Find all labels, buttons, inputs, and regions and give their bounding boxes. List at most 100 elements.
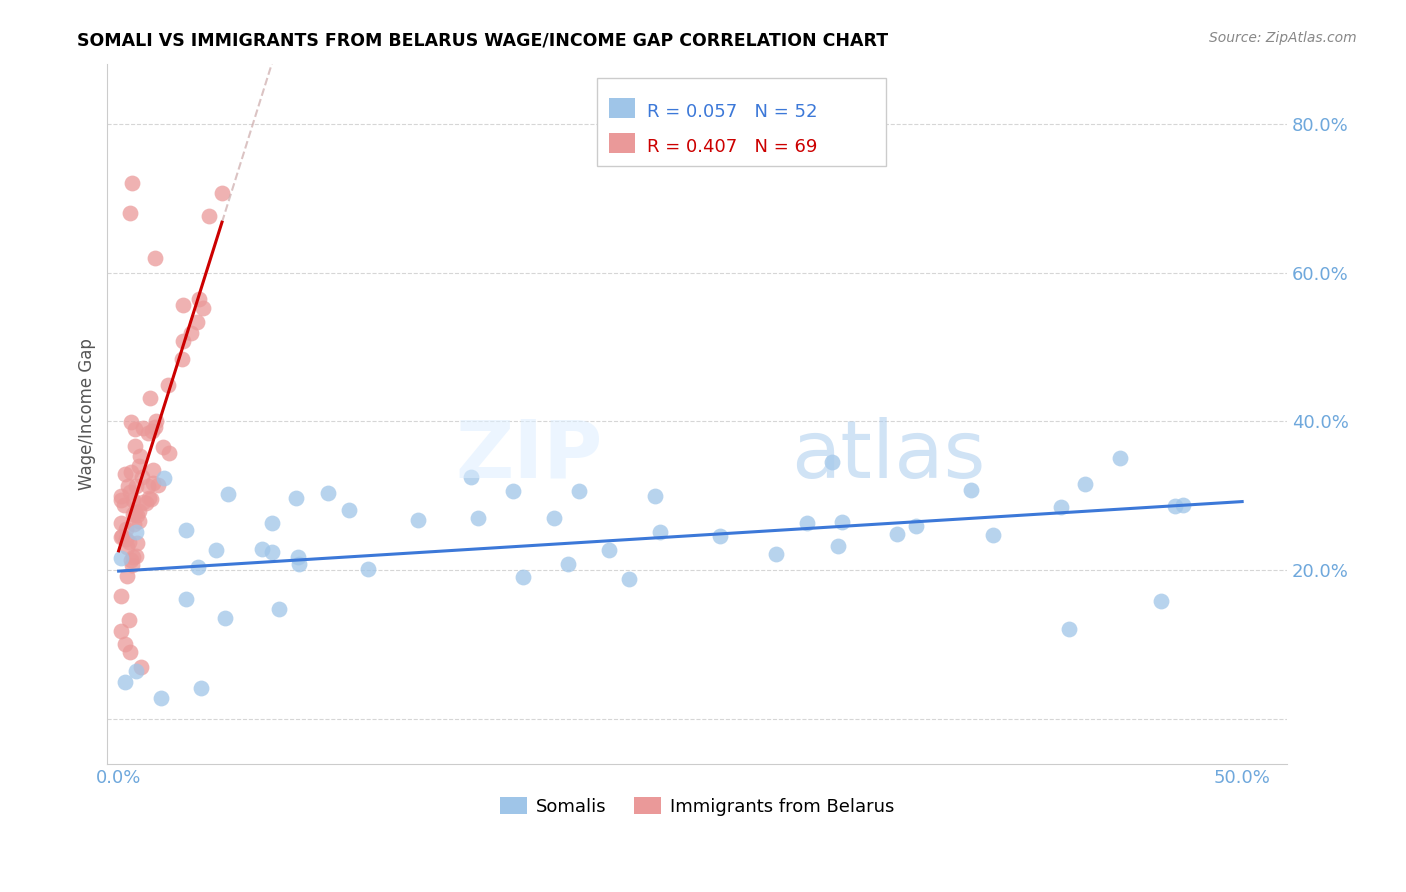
Point — [128, 458, 150, 473]
Text: R = 0.407   N = 69: R = 0.407 N = 69 — [647, 137, 817, 155]
Point — [149, 691, 172, 706]
FancyBboxPatch shape — [609, 133, 634, 153]
Point — [110, 624, 132, 639]
Point — [287, 550, 309, 565]
Point — [114, 467, 136, 482]
Point — [285, 491, 308, 505]
Point — [159, 446, 181, 460]
Point — [143, 420, 166, 434]
Point — [120, 485, 142, 500]
Point — [831, 516, 853, 530]
Point — [981, 528, 1004, 542]
Point — [138, 391, 160, 405]
Point — [124, 439, 146, 453]
Point — [110, 551, 132, 566]
Point — [796, 516, 818, 530]
Point — [617, 572, 640, 586]
Point — [120, 466, 142, 480]
Point — [191, 301, 214, 316]
Point — [117, 541, 139, 555]
Point — [252, 542, 274, 557]
Point — [460, 470, 482, 484]
Point — [557, 557, 579, 571]
Point — [904, 519, 927, 533]
Text: R = 0.057   N = 52: R = 0.057 N = 52 — [647, 103, 817, 120]
Point — [205, 543, 228, 558]
Point — [174, 591, 197, 606]
Text: SOMALI VS IMMIGRANTS FROM BELARUS WAGE/INCOME GAP CORRELATION CHART: SOMALI VS IMMIGRANTS FROM BELARUS WAGE/I… — [77, 31, 889, 49]
Point — [125, 508, 148, 522]
Point — [121, 176, 143, 190]
Point — [357, 562, 380, 576]
Point — [142, 463, 165, 477]
Point — [138, 479, 160, 493]
Point — [316, 486, 339, 500]
Point — [136, 425, 159, 440]
Point — [127, 535, 149, 549]
Point — [211, 186, 233, 200]
Point — [543, 510, 565, 524]
Point — [180, 326, 202, 341]
Point — [125, 525, 148, 540]
Point — [124, 479, 146, 493]
Point — [143, 251, 166, 265]
Point — [512, 570, 534, 584]
Point — [129, 660, 152, 674]
Point — [467, 511, 489, 525]
Point — [110, 589, 132, 603]
Point — [267, 601, 290, 615]
Point — [132, 421, 155, 435]
Point — [1108, 450, 1130, 465]
Point — [156, 378, 179, 392]
Point — [1149, 594, 1171, 608]
FancyBboxPatch shape — [609, 98, 634, 118]
Point — [337, 503, 360, 517]
FancyBboxPatch shape — [598, 78, 886, 166]
Point — [598, 542, 620, 557]
Point — [152, 471, 174, 485]
Point — [129, 449, 152, 463]
Text: Source: ZipAtlas.com: Source: ZipAtlas.com — [1209, 31, 1357, 45]
Point — [644, 489, 666, 503]
Point — [111, 528, 134, 542]
Point — [886, 526, 908, 541]
Point — [262, 545, 284, 559]
Point — [260, 516, 283, 531]
Point — [115, 522, 138, 536]
Point — [122, 492, 145, 507]
Point — [122, 516, 145, 531]
Point — [118, 645, 141, 659]
Point — [1164, 499, 1187, 513]
Y-axis label: Wage/Income Gap: Wage/Income Gap — [79, 338, 96, 490]
Point — [959, 483, 981, 497]
Point — [120, 415, 142, 429]
Text: ZIP: ZIP — [456, 417, 603, 495]
Point — [502, 483, 524, 498]
Point — [152, 440, 174, 454]
Point — [118, 614, 141, 628]
Point — [821, 455, 844, 469]
Point — [214, 611, 236, 625]
Point — [187, 560, 209, 574]
Point — [288, 557, 311, 571]
Point — [568, 483, 591, 498]
Point — [120, 553, 142, 567]
Point — [125, 549, 148, 563]
Point — [172, 351, 194, 366]
Point — [138, 491, 160, 505]
Point — [650, 525, 672, 540]
Point — [131, 470, 153, 484]
Point — [125, 664, 148, 678]
Point — [114, 532, 136, 546]
Point — [709, 529, 731, 543]
Point — [142, 475, 165, 490]
Point — [146, 478, 169, 492]
Point — [112, 498, 135, 512]
Point — [122, 549, 145, 564]
Point — [406, 513, 429, 527]
Point — [117, 534, 139, 549]
Point — [115, 569, 138, 583]
Point — [124, 422, 146, 436]
Point — [110, 492, 132, 507]
Point — [172, 298, 194, 312]
